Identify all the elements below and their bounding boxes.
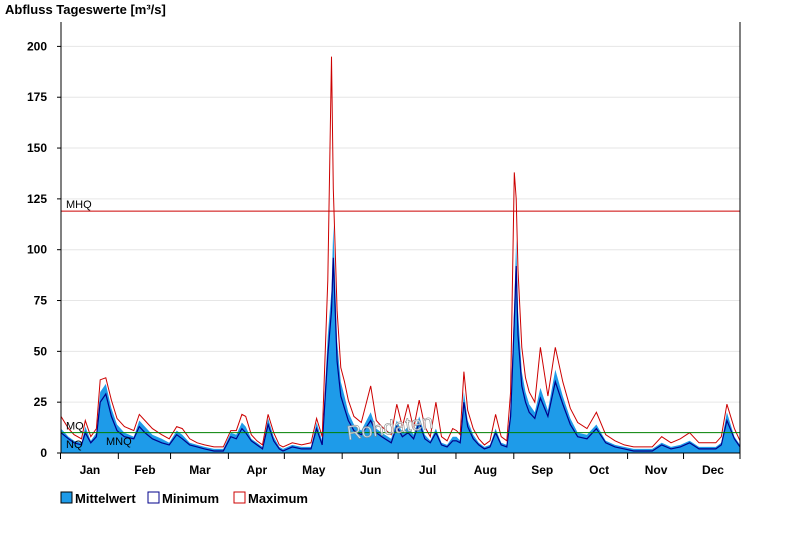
legend-swatch (60, 491, 73, 504)
ref-label-mq: MQ (66, 421, 84, 433)
x-tick-label: Jan (80, 463, 101, 477)
legend-item-mittelwert: Mittelwert (60, 491, 136, 506)
x-tick-label: Aug (474, 463, 497, 477)
series-layer (60, 56, 741, 453)
ref-label-mnq: MNQ (106, 436, 132, 448)
x-tick-label: Apr (247, 463, 268, 477)
x-tick-label: Oct (589, 463, 609, 477)
x-tick-label: Feb (134, 463, 155, 477)
legend-label: Minimum (162, 491, 219, 506)
y-tick-label: 0 (40, 446, 47, 460)
series-line-maximum (60, 56, 741, 448)
x-tick-label: Dec (702, 463, 724, 477)
y-tick-label: 25 (34, 395, 48, 409)
series-line-minimum (60, 257, 741, 452)
x-tick-label: Nov (645, 463, 668, 477)
y-tick-label: 100 (27, 243, 47, 257)
x-tick-label: Jul (419, 463, 436, 477)
legend-swatch (233, 491, 246, 504)
legend-swatch (147, 491, 160, 504)
y-tick-label: 50 (34, 344, 48, 358)
grid (61, 45, 740, 403)
legend-label: Maximum (248, 491, 308, 506)
x-tick-label: Jun (360, 463, 381, 477)
ref-label-mhq: MHQ (66, 199, 92, 211)
y-tick-label: 150 (27, 141, 47, 155)
x-tick-label: Mar (189, 463, 211, 477)
y-tick-label: 175 (27, 90, 47, 104)
legend-item-minimum: Minimum (147, 491, 219, 506)
ref-label-nq: NQ (66, 439, 83, 451)
y-tick-label: 125 (27, 192, 47, 206)
legend: Mittelwert Minimum Maximum (60, 491, 308, 506)
legend-item-maximum: Maximum (233, 491, 308, 506)
x-tick-label: May (302, 463, 326, 477)
reference-lines: MHQ MQ NQ MNQ (61, 199, 740, 451)
chart-title: Abfluss Tageswerte [m³/s] (5, 2, 166, 17)
axes: 0 25 50 75 100 125 150 175 200 Jan Feb Mar Apr May Jun… (27, 22, 741, 477)
y-tick-label: 75 (34, 294, 48, 308)
x-tick-label: Sep (531, 463, 553, 477)
y-tick-label: 200 (27, 39, 47, 53)
legend-label: Mittelwert (75, 491, 136, 506)
